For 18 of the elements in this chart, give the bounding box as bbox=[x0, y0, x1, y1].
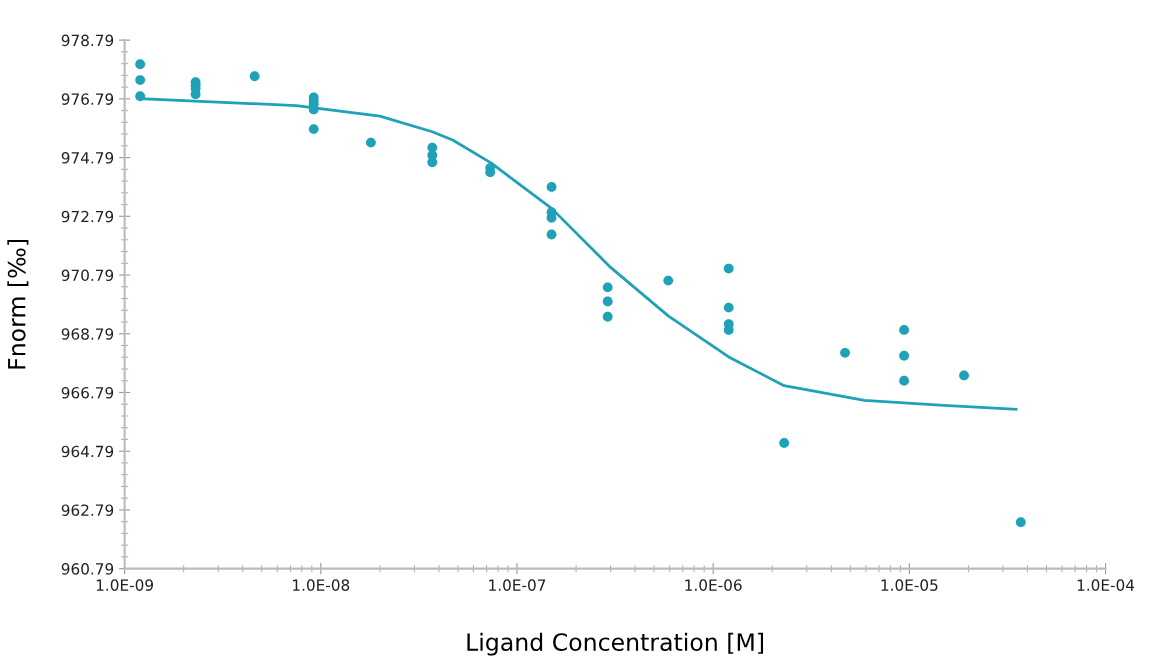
y-tick-label: 964.79 bbox=[61, 445, 114, 458]
y-tick-label: 974.79 bbox=[61, 152, 114, 164]
x-tick-label: 1.0E-08 bbox=[293, 579, 350, 591]
y-axis-title: Fnorm [‰] bbox=[7, 239, 29, 369]
y-tick-label: 968.79 bbox=[61, 328, 114, 340]
x-tick-label: 1.0E-06 bbox=[685, 579, 742, 591]
y-tick-label: 972.79 bbox=[61, 210, 114, 223]
x-tick-label: 1.0E-04 bbox=[1077, 579, 1135, 591]
x-axis-title: Ligand Concentration [M] bbox=[467, 632, 764, 656]
y-tick-label: 976.79 bbox=[61, 93, 114, 105]
y-tick-label: 962.79 bbox=[61, 504, 114, 516]
y-tick-label: 970.79 bbox=[61, 269, 114, 282]
y-tick-label: 978.79 bbox=[61, 34, 114, 47]
y-tick-label: 960.79 bbox=[61, 563, 114, 575]
x-tick-label: 1.0E-05 bbox=[881, 579, 938, 591]
x-tick-label: 1.0E-09 bbox=[96, 579, 154, 591]
y-tick-label: 966.79 bbox=[61, 386, 114, 399]
x-tick-label: 1.0E-07 bbox=[489, 579, 546, 591]
